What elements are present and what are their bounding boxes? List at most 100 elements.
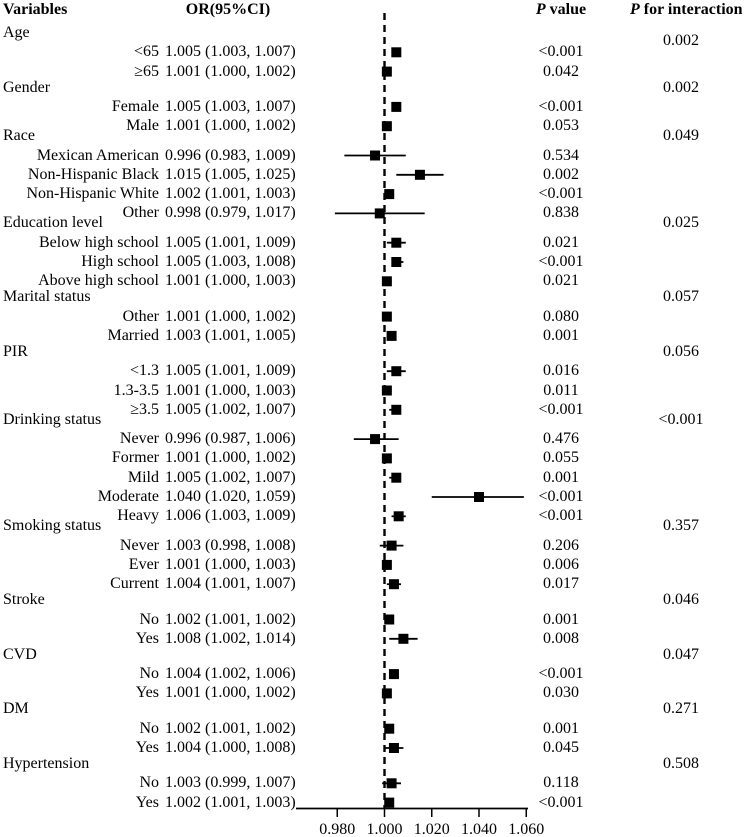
or-ci-text: 1.001 (1.000, 1.002) xyxy=(165,62,296,80)
p-interaction-value: 0.002 xyxy=(663,78,699,96)
p-interaction-italic-p: P xyxy=(630,1,640,18)
or-marker xyxy=(388,669,399,680)
or-ci-text: 1.001 (1.000, 1.002) xyxy=(165,117,296,135)
or-ci-text: 1.004 (1.001, 1.007) xyxy=(165,575,296,593)
column-header-variables: Variables xyxy=(3,1,68,18)
p-interaction-value: <0.001 xyxy=(658,410,704,428)
p-value: <0.001 xyxy=(538,185,584,203)
subgroup-label: <1.3 xyxy=(129,362,159,380)
or-marker xyxy=(381,121,392,132)
p-interaction-value: 0.057 xyxy=(663,288,699,306)
p-value: <0.001 xyxy=(538,400,584,418)
or-ci-text: 1.008 (1.002, 1.014) xyxy=(165,629,296,647)
group-label: Education level xyxy=(3,214,103,232)
subgroup-label: ≥65 xyxy=(134,62,159,80)
or-marker xyxy=(393,511,404,522)
subgroup-label: Other xyxy=(122,307,159,325)
or-ci-text: 0.998 (0.979, 1.017) xyxy=(165,204,296,222)
p-value: <0.001 xyxy=(538,253,584,270)
p-value: <0.001 xyxy=(538,793,584,811)
p-value: 0.001 xyxy=(543,719,579,737)
or-marker xyxy=(391,257,402,267)
or-ci-text: 1.001 (1.000, 1.002) xyxy=(165,307,296,325)
or-marker xyxy=(384,189,395,200)
or-ci-text: 1.005 (1.002, 1.007) xyxy=(165,400,296,418)
or-ci-text: 1.001 (1.000, 1.002) xyxy=(165,684,296,702)
or-marker xyxy=(386,778,397,789)
subgroup-label: No xyxy=(139,719,159,737)
subgroup-label: <65 xyxy=(133,43,159,61)
group-label: PIR xyxy=(3,342,28,360)
group-label: Smoking status xyxy=(3,517,102,535)
or-ci-text: 1.004 (1.000, 1.008) xyxy=(165,739,296,756)
p-value: 0.053 xyxy=(543,117,579,135)
or-ci-text: 1.003 (1.001, 1.005) xyxy=(165,326,296,344)
p-value: 0.080 xyxy=(543,307,579,325)
p-interaction-value: 0.025 xyxy=(663,214,699,232)
or-ci-text: 1.005 (1.002, 1.007) xyxy=(165,468,296,486)
subgroup-label: Moderate xyxy=(97,488,159,505)
p-value: 0.021 xyxy=(543,233,579,251)
or-ci-text: 1.002 (1.001, 1.003) xyxy=(165,793,296,811)
or-marker xyxy=(374,208,385,219)
or-marker xyxy=(414,169,425,180)
or-marker xyxy=(391,404,402,415)
p-value: 0.118 xyxy=(543,774,579,792)
p-value: <0.001 xyxy=(538,488,584,505)
x-axis-tick-label: 1.060 xyxy=(508,821,544,837)
p-value: 0.030 xyxy=(543,684,579,702)
or-marker xyxy=(398,633,409,644)
or-ci-text: 1.001 (1.000, 1.003) xyxy=(165,555,296,573)
x-axis-tick-label: 1.020 xyxy=(414,821,450,837)
p-value: 0.017 xyxy=(543,575,579,593)
or-marker xyxy=(388,579,399,590)
or-ci-text: 1.002 (1.001, 1.002) xyxy=(165,719,296,737)
group-label: DM xyxy=(3,700,29,718)
column-header-or-ci: OR(95%CI) xyxy=(185,1,271,18)
x-axis-tick-label: 1.000 xyxy=(367,821,403,837)
p-value: 0.006 xyxy=(543,555,579,573)
p-interaction-value: 0.271 xyxy=(663,700,699,718)
subgroup-label: Mild xyxy=(127,468,159,486)
p-value: 0.055 xyxy=(543,449,579,467)
group-label: Hypertension xyxy=(3,755,90,772)
group-label: CVD xyxy=(3,645,37,663)
or-marker xyxy=(370,150,381,161)
subgroup-label: Yes xyxy=(135,684,159,702)
p-value: 0.206 xyxy=(543,536,579,554)
p-value-italic-p: P xyxy=(535,1,546,18)
or-ci-text: 1.005 (1.001, 1.009) xyxy=(165,233,296,251)
or-marker xyxy=(381,66,392,77)
subgroup-label: 1.3-3.5 xyxy=(113,381,159,399)
or-ci-text: 1.005 (1.003, 1.007) xyxy=(165,43,296,61)
or-marker xyxy=(386,540,397,551)
or-ci-text: 1.001 (1.000, 1.002) xyxy=(165,449,296,467)
or-marker xyxy=(391,47,402,58)
p-value: 0.001 xyxy=(543,610,579,628)
column-header-p-interaction: P for interaction xyxy=(630,0,743,20)
group-label: Drinking status xyxy=(3,410,102,428)
or-marker xyxy=(381,311,392,322)
subgroup-label: Above high school xyxy=(38,272,159,290)
p-value-header-rest: value xyxy=(545,1,587,18)
group-label: Race xyxy=(3,127,35,145)
or-ci-text: 1.003 (0.998, 1.008) xyxy=(165,536,296,554)
or-ci-text: 1.015 (1.005, 1.025) xyxy=(165,165,296,183)
p-value: <0.001 xyxy=(538,665,584,683)
subgroup-label: Below high school xyxy=(39,233,159,251)
subgroup-label: Never xyxy=(119,536,159,554)
group-label: Stroke xyxy=(3,591,45,609)
subgroup-label: Yes xyxy=(135,739,159,756)
subgroup-label: Yes xyxy=(135,793,159,811)
group-label: Age xyxy=(3,24,30,41)
or-ci-text: 1.003 (0.999, 1.007) xyxy=(165,774,296,792)
or-ci-text: 1.005 (1.001, 1.009) xyxy=(165,362,296,380)
subgroup-label: Yes xyxy=(135,629,159,647)
p-value: 0.534 xyxy=(543,146,579,164)
p-value: 0.008 xyxy=(543,629,579,647)
or-marker xyxy=(391,366,402,377)
x-axis-tick-label: 1.040 xyxy=(461,821,497,837)
p-value: 0.002 xyxy=(543,165,579,183)
subgroup-label: Married xyxy=(107,326,159,344)
p-value: 0.045 xyxy=(543,739,579,756)
